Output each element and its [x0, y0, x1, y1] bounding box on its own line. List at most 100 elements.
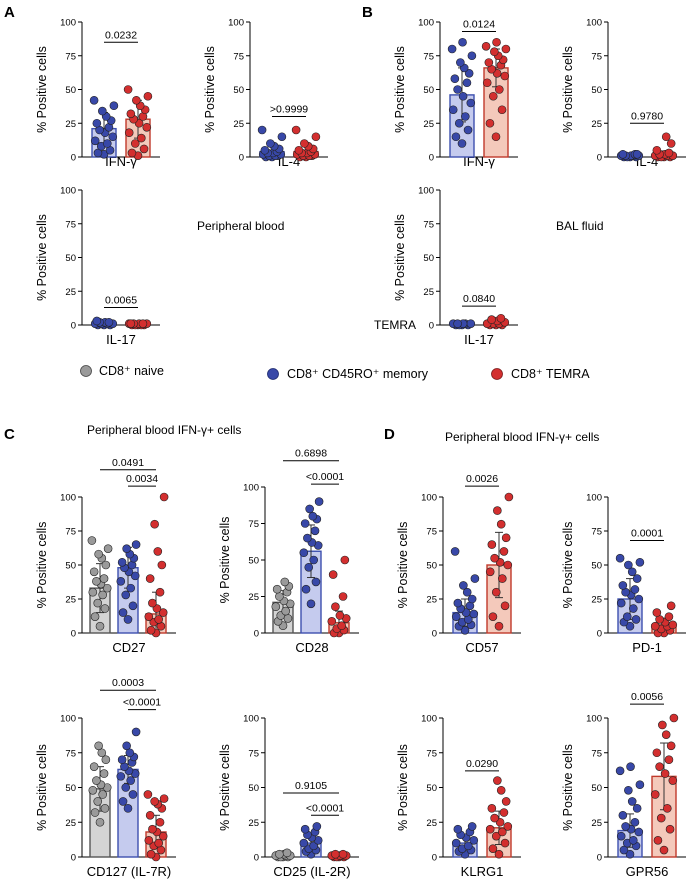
x-axis-label: IL-4 — [278, 154, 300, 169]
y-tick-label: 100 — [243, 714, 259, 725]
y-tick-label: 25 — [65, 595, 76, 606]
y-tick-label: 25 — [591, 818, 602, 829]
y-tick-label: 0 — [432, 629, 437, 640]
point-memory — [312, 822, 322, 831]
point-memory — [311, 577, 321, 587]
y-tick-label: 50 — [423, 85, 434, 96]
point-memory — [615, 766, 625, 776]
point-memory — [314, 497, 324, 506]
point-naive — [275, 592, 284, 601]
point-temra — [126, 319, 136, 328]
point-memory — [116, 772, 126, 781]
comparison-pvalue: 0.0124 — [463, 18, 495, 30]
point-memory — [630, 585, 640, 594]
point-naive — [281, 606, 291, 616]
point-naive — [93, 797, 103, 806]
point-memory — [126, 583, 135, 593]
point-memory — [624, 785, 633, 795]
point-temra — [491, 587, 501, 597]
point-memory — [92, 316, 102, 326]
point-memory — [116, 577, 126, 586]
point-temra — [335, 611, 345, 620]
point-memory — [632, 574, 642, 583]
y-axis-label: % Positive cells — [393, 46, 407, 133]
point-temra — [488, 612, 498, 621]
point-memory — [616, 831, 626, 841]
y-axis-label: % Positive cells — [35, 522, 49, 609]
chart-d-cd57: 0 25 50 75 100 % Positive cells CD57 0.0026 — [396, 473, 521, 655]
point-temra — [493, 776, 502, 785]
y-tick-label: 100 — [586, 18, 602, 29]
point-memory — [125, 748, 135, 758]
chart-c-cd127: 0 25 50 75 100 % Positive cells CD127 (IL-7R) 0… — [35, 677, 176, 879]
point-temra — [494, 621, 504, 631]
y-tick-label: 100 — [60, 18, 76, 29]
y-tick-label: 25 — [423, 287, 434, 298]
y-tick-label: 0 — [71, 153, 76, 164]
point-naive — [101, 560, 111, 570]
y-tick-label: 100 — [228, 18, 244, 29]
point-naive — [103, 544, 113, 553]
point-temra — [148, 598, 157, 608]
point-temra — [500, 71, 510, 81]
x-axis-label: CD25 (IL-2R) — [273, 864, 350, 879]
point-naive — [89, 567, 99, 577]
y-tick-label: 75 — [248, 748, 259, 759]
chart-a-il4: 0 25 50 75 100 % Positive cells IL-4 >0.9999 — [203, 18, 328, 169]
point-temra — [158, 831, 168, 841]
point-memory — [305, 504, 314, 514]
comparison-pvalue: <0.0001 — [306, 471, 344, 483]
y-tick-label: 25 — [248, 592, 259, 603]
point-memory — [123, 615, 133, 624]
legend-memory-label: CD8⁺ CD45RO⁺ memory — [287, 367, 429, 381]
point-naive — [282, 848, 292, 858]
y-tick-label: 25 — [426, 595, 437, 606]
y-tick-label: 100 — [421, 714, 437, 725]
y-tick-label: 25 — [65, 287, 76, 298]
point-memory — [627, 797, 637, 806]
y-tick-label: 0 — [239, 153, 244, 164]
point-memory — [450, 547, 460, 556]
point-naive — [93, 598, 103, 608]
y-tick-label: 0 — [254, 853, 259, 864]
point-memory — [457, 139, 467, 148]
point-temra — [338, 592, 348, 601]
point-memory — [631, 615, 641, 624]
comparison-pvalue: >0.9999 — [270, 104, 308, 116]
y-tick-label: 50 — [426, 561, 437, 572]
y-tick-label: 75 — [248, 519, 259, 530]
point-memory — [451, 612, 461, 621]
point-memory — [625, 621, 635, 631]
point-memory — [306, 599, 316, 609]
point-temra — [139, 144, 149, 154]
x-axis-label: CD28 — [295, 640, 328, 655]
legend-temra-marker — [491, 368, 503, 380]
point-memory — [121, 590, 131, 600]
point-memory — [303, 533, 312, 543]
point-memory — [628, 604, 638, 613]
point-temra — [661, 730, 671, 739]
point-memory — [260, 145, 270, 155]
y-tick-label: 100 — [243, 483, 259, 494]
point-memory — [451, 132, 461, 142]
point-temra — [127, 148, 137, 158]
comparison-pvalue: 0.0065 — [105, 294, 137, 306]
point-memory — [469, 609, 479, 619]
stray-temra-label: TEMRA — [374, 318, 416, 332]
point-temra — [494, 85, 504, 94]
point-temra — [159, 492, 169, 502]
point-temra — [487, 804, 497, 813]
point-temra — [496, 785, 506, 795]
point-temra — [501, 533, 511, 543]
point-temra — [146, 849, 156, 859]
y-tick-label: 50 — [65, 253, 76, 264]
point-memory — [128, 601, 138, 611]
point-memory — [462, 78, 472, 88]
y-tick-label: 100 — [421, 493, 437, 504]
point-temra — [485, 118, 495, 128]
point-temra — [650, 621, 660, 631]
point-memory — [453, 824, 463, 834]
point-temra — [664, 612, 674, 621]
